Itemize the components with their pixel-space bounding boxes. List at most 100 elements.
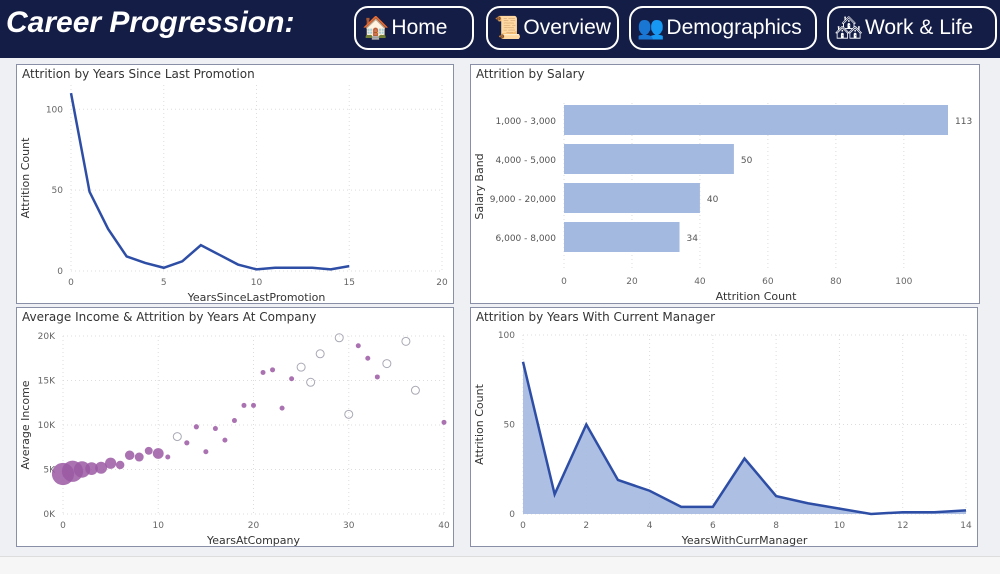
bubble <box>315 349 325 359</box>
nav-overview-button[interactable]: 📜 Overview <box>486 6 619 50</box>
nav-label: Overview <box>523 16 611 39</box>
x-tick-label: 12 <box>897 521 908 531</box>
x-tick-label: 0 <box>561 277 567 287</box>
bubble <box>241 402 247 408</box>
scroll-icon: 📜 <box>494 15 522 40</box>
bubble <box>410 385 420 395</box>
x-tick-label: 20 <box>436 278 448 288</box>
y-axis-title: Attrition Count <box>19 137 32 218</box>
header-bar: Career Progression: 🏠 Home 📜 Overview 👥 Dem… <box>0 0 1000 58</box>
bubble <box>296 362 306 372</box>
bubble <box>279 405 285 411</box>
bubble <box>152 448 164 459</box>
bubble <box>144 446 153 455</box>
y-axis-title: Salary Band <box>473 153 486 219</box>
bubble <box>260 369 266 375</box>
balance-icon: 🏘 <box>835 15 863 40</box>
bubble <box>222 437 228 443</box>
bubble <box>365 355 371 361</box>
nav-home-button[interactable]: 🏠 Home <box>354 6 474 50</box>
x-tick-label: 100 <box>895 277 912 287</box>
y-tick-label: 100 <box>46 105 63 115</box>
bar <box>564 183 700 213</box>
salary-bar-chart: 0 20 40 60 80 100 Attrition Count Salary Band 1,… <box>473 103 972 303</box>
x-tick-label: 40 <box>438 521 450 531</box>
category-label: 4,000 - 5,000 <box>496 156 557 166</box>
x-tick-label: 40 <box>694 277 706 287</box>
category-label: 6,000 - 8,000 <box>496 234 557 244</box>
page-title: Career Progression: <box>6 6 295 39</box>
x-axis-title: YearsSinceLastPromotion <box>187 291 326 303</box>
category-label: 9,000 - 20,000 <box>490 195 556 205</box>
y-axis-title: Attrition Count <box>473 383 486 464</box>
x-tick-label: 4 <box>647 521 653 531</box>
data-label: 34 <box>687 234 699 244</box>
chart-title: Attrition by Years Since Last Promotion <box>22 67 255 81</box>
x-tick-label: 2 <box>583 521 589 531</box>
bubble <box>344 409 354 419</box>
promotion-line-chart: 0 5 10 15 20 0 50 100 YearsSinceLastPromotion Att… <box>19 85 448 304</box>
bubble <box>251 402 256 408</box>
x-tick-label: 0 <box>68 278 74 288</box>
manager-chart-panel: Attrition by Years With Current Manager 0… <box>470 307 978 547</box>
data-label: 40 <box>707 195 719 205</box>
data-label: 50 <box>741 156 753 166</box>
bubble <box>231 418 237 424</box>
y-tick-label: 100 <box>498 331 515 341</box>
bubble <box>401 336 411 346</box>
manager-area-chart: 0 2 4 6 8 10 12 14 0 50 100 YearsWithCurrManager Att… <box>473 331 972 547</box>
x-tick-label: 14 <box>960 521 972 531</box>
bubble <box>85 462 98 475</box>
bubble <box>115 460 125 470</box>
x-axis-title: YearsWithCurrManager <box>681 534 808 546</box>
bubble <box>441 419 447 425</box>
salary-chart-panel: Attrition by Salary 0 20 40 60 80 100 Attrition… <box>470 64 980 304</box>
nav-work-life-button[interactable]: 🏘 Work & Life <box>827 6 997 50</box>
x-tick-label: 8 <box>773 521 779 531</box>
x-tick-label: 0 <box>520 521 526 531</box>
y-axis-title: Average Income <box>19 380 32 469</box>
y-tick-label: 15K <box>38 377 56 387</box>
bubble <box>184 440 190 446</box>
x-tick-label: 20 <box>626 277 638 287</box>
bar <box>564 105 948 135</box>
bubble <box>193 424 199 430</box>
x-tick-label: 10 <box>251 278 263 288</box>
bubble <box>270 367 276 373</box>
bubble <box>355 343 361 349</box>
x-tick-label: 10 <box>834 521 846 531</box>
series-line <box>521 361 967 516</box>
data-label: 113 <box>955 117 972 127</box>
people-chart-icon: 👥 <box>637 15 665 40</box>
x-tick-label: 80 <box>830 277 842 287</box>
x-tick-label: 10 <box>153 521 165 531</box>
bubble <box>289 376 295 382</box>
x-tick-label: 60 <box>762 277 774 287</box>
y-tick-label: 10K <box>38 421 56 431</box>
page-tabs-bar <box>0 556 1000 574</box>
y-tick-label: 50 <box>504 421 516 431</box>
bubble <box>212 426 218 432</box>
category-label: 1,000 - 3,000 <box>496 117 557 127</box>
y-tick-label: 20K <box>38 332 56 342</box>
area-fill <box>523 361 966 514</box>
bubble <box>382 359 392 369</box>
x-tick-label: 30 <box>343 521 355 531</box>
bubble <box>134 452 144 462</box>
bubble <box>334 333 344 343</box>
chart-title: Attrition by Years With Current Manager <box>476 310 716 324</box>
bubble <box>95 461 108 474</box>
nav-label: Work & Life <box>864 16 974 39</box>
y-tick-label: 0 <box>509 510 515 520</box>
bar <box>564 222 680 252</box>
series-line <box>69 92 350 271</box>
y-tick-label: 5K <box>43 466 56 476</box>
y-tick-label: 50 <box>52 186 64 196</box>
nav-demographics-button[interactable]: 👥 Demographics <box>629 6 817 50</box>
y-tick-label: 0 <box>57 267 63 277</box>
chart-title: Attrition by Salary <box>476 67 585 81</box>
x-tick-label: 5 <box>161 278 167 288</box>
x-axis-title: Attrition Count <box>716 290 797 303</box>
y-tick-label: 0K <box>43 510 56 520</box>
x-tick-label: 6 <box>710 521 716 531</box>
